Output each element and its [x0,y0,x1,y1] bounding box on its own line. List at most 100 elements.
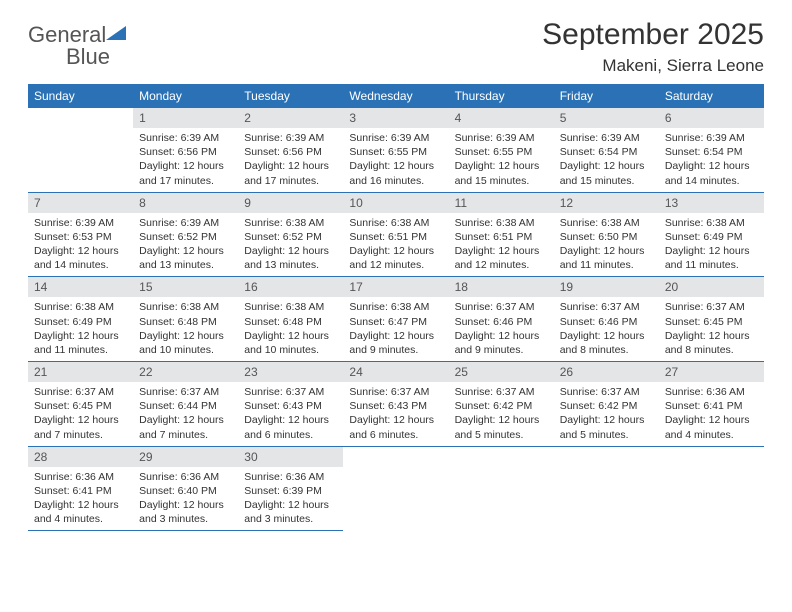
daylight-line: Daylight: 12 hours and 8 minutes. [665,329,758,357]
sunrise-line: Sunrise: 6:39 AM [560,131,653,145]
weekday-header: Monday [133,84,238,108]
day-details: Sunrise: 6:38 AMSunset: 6:52 PMDaylight:… [238,213,343,277]
daylight-line: Daylight: 12 hours and 6 minutes. [349,413,442,441]
sunrise-line: Sunrise: 6:37 AM [560,385,653,399]
calendar-row: 21Sunrise: 6:37 AMSunset: 6:45 PMDayligh… [28,362,764,447]
sunset-line: Sunset: 6:45 PM [34,399,127,413]
sunrise-line: Sunrise: 6:36 AM [244,470,337,484]
calendar-cell: 29Sunrise: 6:36 AMSunset: 6:40 PMDayligh… [133,446,238,531]
calendar-body: 1Sunrise: 6:39 AMSunset: 6:56 PMDaylight… [28,108,764,531]
sunrise-line: Sunrise: 6:39 AM [349,131,442,145]
calendar-cell-empty [659,446,764,531]
sunrise-line: Sunrise: 6:38 AM [560,216,653,230]
calendar-cell: 19Sunrise: 6:37 AMSunset: 6:46 PMDayligh… [554,277,659,362]
day-number: 1 [133,108,238,128]
daylight-line: Daylight: 12 hours and 3 minutes. [244,498,337,526]
sunrise-line: Sunrise: 6:38 AM [349,216,442,230]
day-details: Sunrise: 6:37 AMSunset: 6:42 PMDaylight:… [554,382,659,446]
day-number: 20 [659,277,764,297]
calendar-cell: 3Sunrise: 6:39 AMSunset: 6:55 PMDaylight… [343,108,448,192]
sunset-line: Sunset: 6:56 PM [139,145,232,159]
weekday-header: Friday [554,84,659,108]
calendar-cell: 15Sunrise: 6:38 AMSunset: 6:48 PMDayligh… [133,277,238,362]
day-number: 2 [238,108,343,128]
logo-triangle-icon [106,24,126,42]
calendar-cell-empty [343,446,448,531]
calendar-cell: 25Sunrise: 6:37 AMSunset: 6:42 PMDayligh… [449,362,554,447]
calendar-cell: 10Sunrise: 6:38 AMSunset: 6:51 PMDayligh… [343,192,448,277]
daylight-line: Daylight: 12 hours and 6 minutes. [244,413,337,441]
calendar-cell: 4Sunrise: 6:39 AMSunset: 6:55 PMDaylight… [449,108,554,192]
sunset-line: Sunset: 6:53 PM [34,230,127,244]
calendar-cell: 24Sunrise: 6:37 AMSunset: 6:43 PMDayligh… [343,362,448,447]
sunrise-line: Sunrise: 6:37 AM [244,385,337,399]
daylight-line: Daylight: 12 hours and 7 minutes. [34,413,127,441]
day-number: 7 [28,193,133,213]
day-details: Sunrise: 6:37 AMSunset: 6:43 PMDaylight:… [238,382,343,446]
daylight-line: Daylight: 12 hours and 17 minutes. [139,159,232,187]
day-details: Sunrise: 6:38 AMSunset: 6:48 PMDaylight:… [238,297,343,361]
weekday-header: Wednesday [343,84,448,108]
sunset-line: Sunset: 6:47 PM [349,315,442,329]
sunrise-line: Sunrise: 6:36 AM [139,470,232,484]
daylight-line: Daylight: 12 hours and 3 minutes. [139,498,232,526]
day-number: 26 [554,362,659,382]
sunset-line: Sunset: 6:54 PM [560,145,653,159]
day-details: Sunrise: 6:38 AMSunset: 6:48 PMDaylight:… [133,297,238,361]
day-number: 15 [133,277,238,297]
day-details: Sunrise: 6:37 AMSunset: 6:45 PMDaylight:… [28,382,133,446]
daylight-line: Daylight: 12 hours and 11 minutes. [560,244,653,272]
sunset-line: Sunset: 6:50 PM [560,230,653,244]
day-details: Sunrise: 6:36 AMSunset: 6:41 PMDaylight:… [659,382,764,446]
daylight-line: Daylight: 12 hours and 4 minutes. [665,413,758,441]
calendar-cell: 18Sunrise: 6:37 AMSunset: 6:46 PMDayligh… [449,277,554,362]
day-details: Sunrise: 6:36 AMSunset: 6:41 PMDaylight:… [28,467,133,531]
day-number: 30 [238,447,343,467]
sunset-line: Sunset: 6:52 PM [139,230,232,244]
daylight-line: Daylight: 12 hours and 5 minutes. [455,413,548,441]
sunset-line: Sunset: 6:55 PM [455,145,548,159]
sunset-line: Sunset: 6:41 PM [665,399,758,413]
sunrise-line: Sunrise: 6:36 AM [34,470,127,484]
calendar-cell: 5Sunrise: 6:39 AMSunset: 6:54 PMDaylight… [554,108,659,192]
page-title: September 2025 [542,18,764,52]
calendar-cell: 2Sunrise: 6:39 AMSunset: 6:56 PMDaylight… [238,108,343,192]
day-details: Sunrise: 6:37 AMSunset: 6:45 PMDaylight:… [659,297,764,361]
day-number: 13 [659,193,764,213]
sunrise-line: Sunrise: 6:39 AM [244,131,337,145]
calendar-row: 1Sunrise: 6:39 AMSunset: 6:56 PMDaylight… [28,108,764,192]
sunrise-line: Sunrise: 6:37 AM [34,385,127,399]
sunset-line: Sunset: 6:54 PM [665,145,758,159]
calendar-cell: 11Sunrise: 6:38 AMSunset: 6:51 PMDayligh… [449,192,554,277]
day-number: 10 [343,193,448,213]
calendar-table: SundayMondayTuesdayWednesdayThursdayFrid… [28,84,764,531]
logo-word-blue: Blue [66,44,110,69]
day-details: Sunrise: 6:38 AMSunset: 6:47 PMDaylight:… [343,297,448,361]
sunset-line: Sunset: 6:49 PM [34,315,127,329]
day-number: 8 [133,193,238,213]
calendar-cell: 13Sunrise: 6:38 AMSunset: 6:49 PMDayligh… [659,192,764,277]
calendar-cell: 7Sunrise: 6:39 AMSunset: 6:53 PMDaylight… [28,192,133,277]
daylight-line: Daylight: 12 hours and 15 minutes. [455,159,548,187]
calendar-cell: 28Sunrise: 6:36 AMSunset: 6:41 PMDayligh… [28,446,133,531]
day-number: 11 [449,193,554,213]
calendar-cell: 14Sunrise: 6:38 AMSunset: 6:49 PMDayligh… [28,277,133,362]
day-details: Sunrise: 6:39 AMSunset: 6:54 PMDaylight:… [554,128,659,192]
location-subtitle: Makeni, Sierra Leone [542,56,764,76]
daylight-line: Daylight: 12 hours and 14 minutes. [34,244,127,272]
day-details: Sunrise: 6:38 AMSunset: 6:49 PMDaylight:… [28,297,133,361]
day-details: Sunrise: 6:39 AMSunset: 6:56 PMDaylight:… [133,128,238,192]
day-number: 29 [133,447,238,467]
sunrise-line: Sunrise: 6:36 AM [665,385,758,399]
calendar-cell-empty [449,446,554,531]
sunrise-line: Sunrise: 6:37 AM [455,300,548,314]
calendar-cell: 23Sunrise: 6:37 AMSunset: 6:43 PMDayligh… [238,362,343,447]
daylight-line: Daylight: 12 hours and 13 minutes. [244,244,337,272]
day-number: 4 [449,108,554,128]
sunrise-line: Sunrise: 6:37 AM [665,300,758,314]
logo: General Blue [28,18,126,69]
weekday-header: Sunday [28,84,133,108]
calendar-cell: 12Sunrise: 6:38 AMSunset: 6:50 PMDayligh… [554,192,659,277]
daylight-line: Daylight: 12 hours and 7 minutes. [139,413,232,441]
sunset-line: Sunset: 6:49 PM [665,230,758,244]
